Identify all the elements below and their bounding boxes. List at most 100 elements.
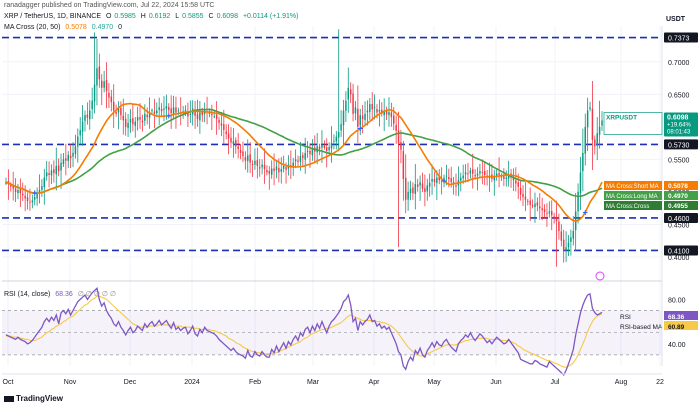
candle-body [354, 107, 357, 114]
candle-body [24, 195, 26, 199]
time-tick-label: Dec [124, 379, 137, 386]
candle-body [601, 120, 603, 126]
candle-body [232, 141, 235, 144]
change-value: +0.0114 (+1.91%) [242, 13, 299, 20]
candle-body [53, 169, 55, 174]
candle-body [330, 143, 333, 149]
candle-body [14, 188, 17, 192]
candle-body [558, 221, 560, 231]
rsi-tag-label: RSI-based MA [620, 324, 663, 331]
candle-body [163, 108, 165, 110]
candle-body [98, 66, 101, 80]
ma-tag-label: MA Cross:Cross [606, 204, 649, 210]
candle-body [598, 126, 601, 135]
time-tick-label: Oct [3, 379, 14, 386]
candle-body [309, 150, 311, 155]
ma-tag-value: 0.4970 [668, 193, 688, 200]
cross-marker: + [441, 176, 446, 186]
publisher-line: ranadagger published on TradingView.com,… [4, 2, 215, 9]
candle-body [591, 108, 594, 140]
price-tags[interactable]: 0.7373 0.5730 0.4600 0.4100 XRPUSDT 0.6098+19… [595, 32, 698, 281]
candle-body [251, 163, 254, 166]
candle-body [86, 114, 89, 118]
ma-legend[interactable]: MA Cross (20, 50) 0.5078 0.4970 0 [4, 24, 123, 31]
candle-body [235, 140, 237, 147]
cross-marker: + [166, 111, 171, 121]
candle-body [443, 177, 445, 182]
candle-body [395, 124, 397, 131]
candle-body [55, 165, 58, 175]
candle-body [567, 242, 570, 248]
candlestick-series [5, 29, 603, 267]
candle-body [45, 172, 48, 177]
time-tick-label: Aug [615, 379, 628, 386]
candle-body [347, 87, 350, 100]
candle-body [270, 168, 273, 175]
ma-50-line [5, 108, 603, 198]
candle-body [359, 115, 361, 126]
time-tick-label: Apr [369, 379, 381, 386]
candle-body [431, 178, 433, 182]
candle-body [498, 172, 500, 176]
rsi-legend[interactable]: RSI (14, close) 68.36 ∅ ∅ ∅ ∅ ∅ [4, 291, 117, 298]
ma-tag-label-box [604, 191, 662, 200]
candle-body [469, 170, 472, 174]
candle-body [507, 175, 510, 179]
candle-body [103, 81, 105, 88]
candle-body [584, 126, 586, 154]
candle-body [22, 193, 24, 196]
candle-body [448, 176, 450, 179]
candle-body [132, 118, 134, 125]
price-tick-label: 0.4500 [668, 222, 690, 229]
candle-body [297, 160, 299, 162]
candle-body [50, 170, 53, 176]
candle-body [48, 173, 50, 176]
candle-body [43, 177, 46, 188]
candle-body [129, 119, 132, 123]
candle-body [479, 171, 481, 174]
candle-body [268, 171, 271, 174]
candle-body [156, 110, 158, 114]
candle-body [495, 173, 498, 176]
candle-body [562, 239, 565, 251]
rsi-line [5, 287, 603, 376]
candle-body [550, 211, 553, 216]
tradingview-icon [4, 395, 14, 402]
candle-body [436, 177, 438, 184]
time-tick-label: Nov [64, 379, 77, 386]
currency-label: USDT [666, 16, 686, 23]
candle-body [306, 150, 309, 152]
candle-body [127, 122, 129, 129]
candle-body [120, 108, 122, 116]
candle-body [534, 203, 536, 207]
candle-body [419, 182, 421, 186]
candle-body [402, 151, 405, 179]
candle-body [91, 100, 93, 110]
candle-body [256, 160, 259, 166]
candle-body [31, 200, 34, 203]
candle-body [378, 109, 381, 112]
price-tick-label: 0.4000 [668, 255, 690, 262]
ma-tag-label-box [604, 181, 662, 190]
candle-body [366, 110, 369, 113]
candle-body [160, 108, 163, 112]
candle-body [237, 146, 239, 149]
cross-marker: + [358, 124, 363, 134]
candle-body [493, 176, 496, 181]
candle-body [299, 156, 302, 162]
candle-body [29, 202, 31, 203]
candle-body [474, 175, 476, 177]
candle-body [215, 114, 218, 120]
candle-body [541, 208, 543, 211]
candle-body [548, 211, 551, 214]
candle-body [409, 188, 412, 193]
last-price-value: 0.6098 [667, 114, 689, 121]
candle-body [335, 136, 338, 142]
time-tick-label: Feb [249, 379, 261, 386]
candle-body [373, 107, 376, 109]
candle-body [17, 189, 19, 194]
candle-body [136, 117, 139, 121]
candle-body [158, 107, 160, 110]
candle-body [455, 185, 457, 187]
candle-body [440, 181, 443, 182]
